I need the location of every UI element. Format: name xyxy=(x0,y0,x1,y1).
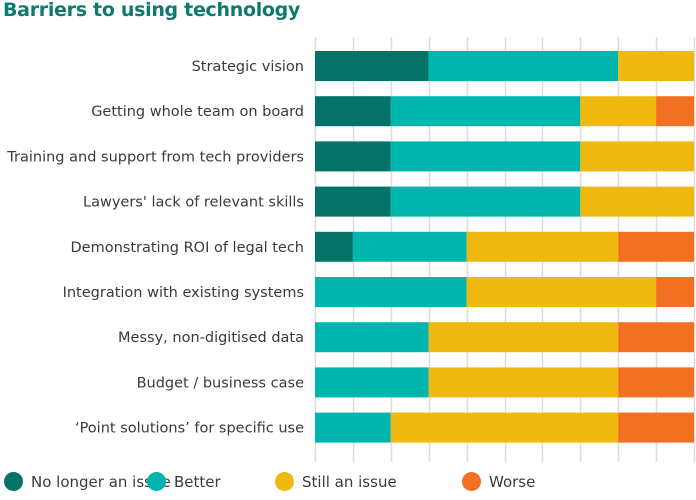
category-label: Budget / business case xyxy=(137,375,304,391)
bar-segment-better xyxy=(315,412,391,443)
bars xyxy=(315,51,694,443)
bar-segment-worse xyxy=(656,277,694,307)
legend-swatch-icon xyxy=(4,472,23,491)
bar-row xyxy=(315,186,694,217)
bar-segment-better xyxy=(390,96,581,127)
bar-segment-still-an-issue xyxy=(390,412,619,443)
legend-item: Better xyxy=(147,472,221,491)
bar-row xyxy=(315,231,694,262)
bar-segment-worse xyxy=(656,96,694,127)
bar-row xyxy=(315,277,694,307)
bar-segment-worse xyxy=(618,231,694,262)
category-label: Strategic vision xyxy=(192,59,304,75)
bar-segment-better xyxy=(315,367,429,398)
category-label: Messy, non-digitised data xyxy=(118,330,304,346)
bar-segment-still-an-issue xyxy=(466,277,657,307)
bar-segment-no-longer-an-issue xyxy=(315,231,353,262)
bar-segment-worse xyxy=(618,367,694,398)
legend-label: Still an issue xyxy=(302,472,397,491)
category-labels: Strategic vision Getting whole team on bo… xyxy=(6,59,304,437)
bar-segment-worse xyxy=(618,322,694,353)
category-label: Integration with existing systems xyxy=(63,285,304,301)
bar-segment-still-an-issue xyxy=(618,51,694,81)
legend-label: Better xyxy=(174,472,221,491)
bar-chart: Strategic vision Getting whole team on bo… xyxy=(6,37,696,462)
bar-segment-better xyxy=(428,51,619,81)
legend-swatch-icon xyxy=(462,472,481,491)
bar-segment-still-an-issue xyxy=(428,367,619,398)
legend-item: Still an issue xyxy=(275,472,397,491)
bar-row xyxy=(315,96,694,127)
bar-segment-better xyxy=(315,322,429,353)
bar-row xyxy=(315,51,694,81)
bar-segment-worse xyxy=(618,412,694,443)
bar-segment-better xyxy=(315,277,467,307)
bar-row xyxy=(315,412,694,443)
bar-segment-still-an-issue xyxy=(580,96,657,127)
bar-row xyxy=(315,367,694,398)
category-label: ‘Point solutions’ for specific use xyxy=(75,421,304,437)
legend-swatch-icon xyxy=(147,472,166,491)
category-label: Training and support from tech providers xyxy=(6,149,304,165)
bar-segment-still-an-issue xyxy=(580,141,694,172)
bar-segment-still-an-issue xyxy=(580,186,694,217)
bar-row xyxy=(315,322,694,353)
legend-label: Worse xyxy=(489,472,536,491)
bar-segment-no-longer-an-issue xyxy=(315,186,391,217)
bar-segment-no-longer-an-issue xyxy=(315,141,391,172)
legend-label: No longer an issue xyxy=(31,472,171,491)
category-label: Lawyers' lack of relevant skills xyxy=(83,195,304,211)
bar-segment-no-longer-an-issue xyxy=(315,51,429,81)
legend: No longer an issue Better Still an issue Wo… xyxy=(0,472,696,498)
bar-segment-still-an-issue xyxy=(466,231,619,262)
legend-swatch-icon xyxy=(275,472,294,491)
bar-segment-better xyxy=(390,141,581,172)
legend-item: Worse xyxy=(462,472,535,491)
category-label: Demonstrating ROI of legal tech xyxy=(71,240,304,256)
bar-segment-still-an-issue xyxy=(428,322,619,353)
bar-segment-better xyxy=(390,186,581,217)
bar-segment-better xyxy=(352,231,467,262)
bar-segment-no-longer-an-issue xyxy=(315,96,391,127)
chart-title: Barriers to using technology xyxy=(3,0,301,21)
bar-row xyxy=(315,141,694,172)
category-label: Getting whole team on board xyxy=(91,104,304,120)
legend-item: No longer an issue xyxy=(4,472,171,491)
